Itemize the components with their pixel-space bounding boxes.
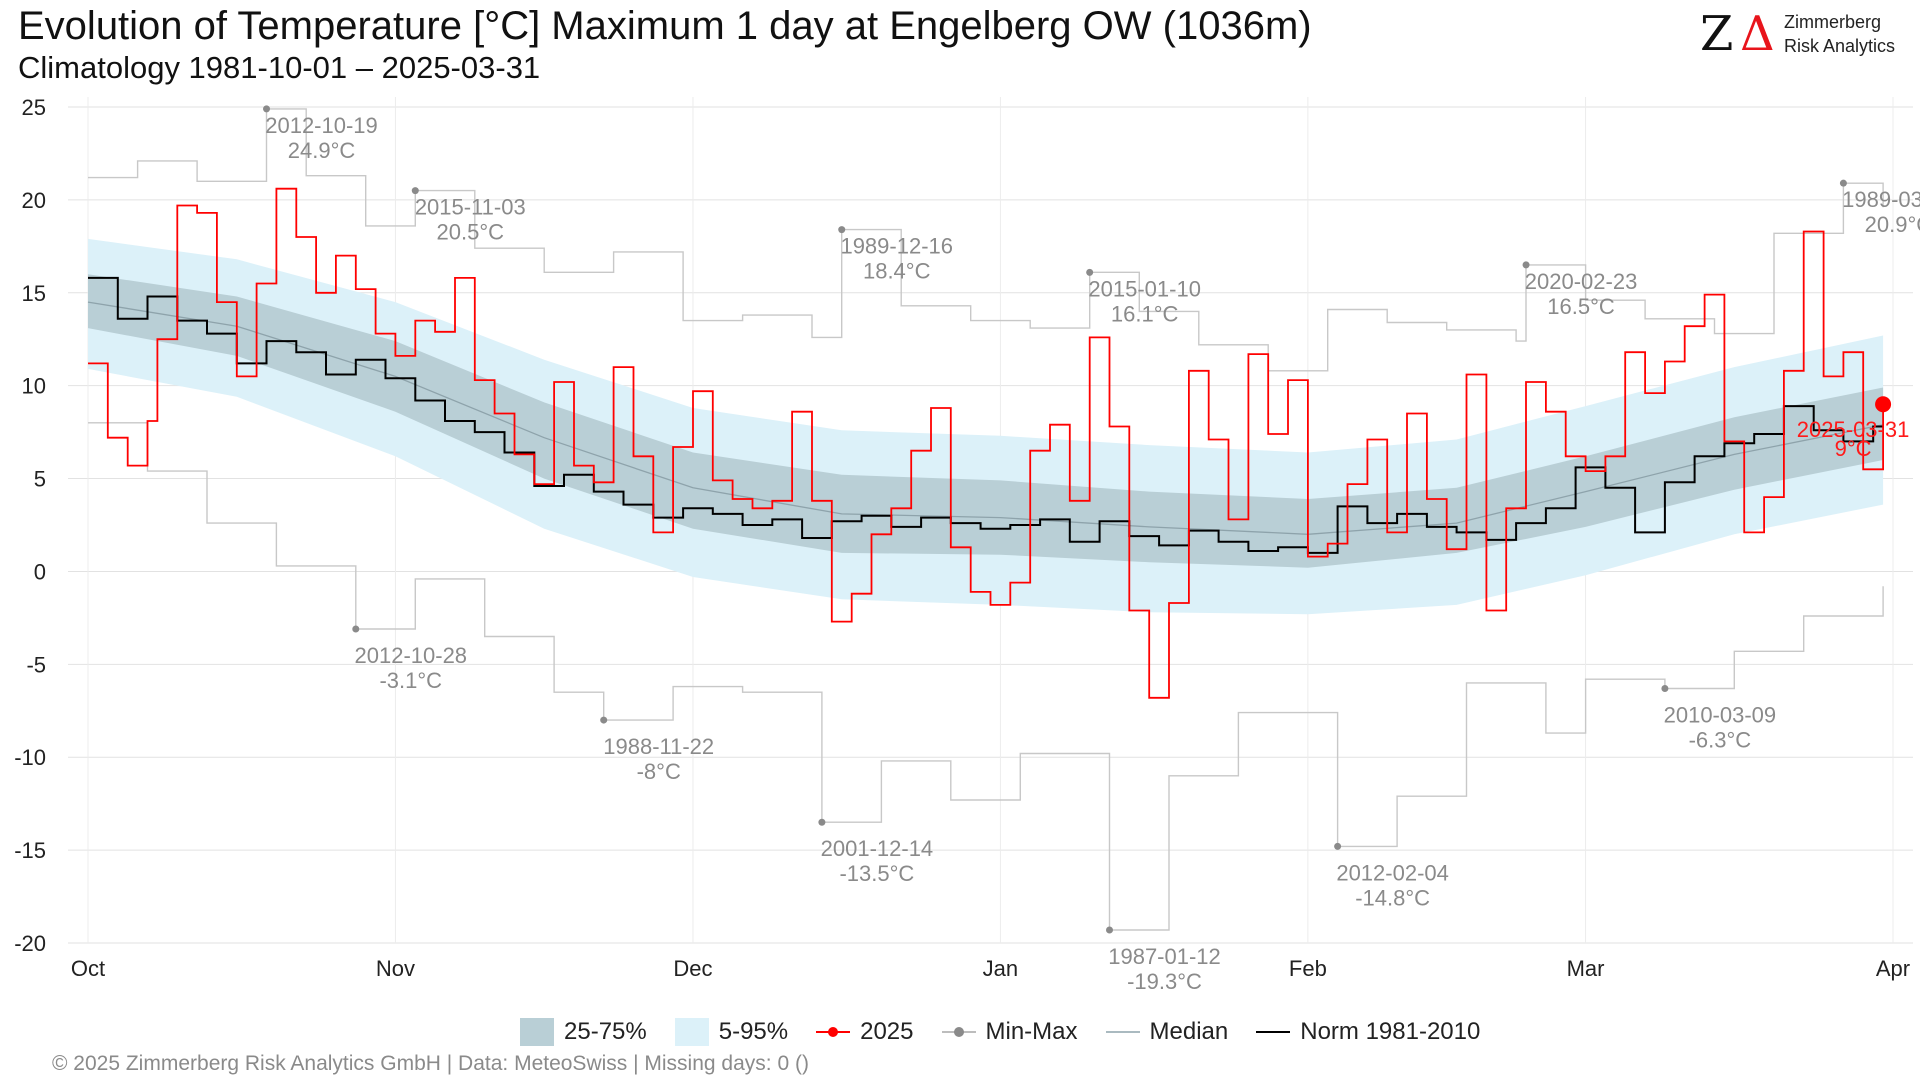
extreme-value-label: 20.9°C bbox=[1865, 212, 1920, 237]
extreme-value-label: 16.5°C bbox=[1547, 294, 1615, 319]
legend-label: Min-Max bbox=[985, 1018, 1078, 1045]
x-tick-label: Feb bbox=[1289, 956, 1327, 981]
legend-key-red-point bbox=[816, 1027, 851, 1037]
extreme-value-label: -19.3°C bbox=[1127, 969, 1202, 994]
current-date-label: 2025-03-31 bbox=[1797, 417, 1910, 442]
logo-text-line2: Risk Analytics bbox=[1784, 36, 1896, 56]
y-tick-label: -5 bbox=[26, 652, 46, 677]
extreme-point bbox=[1522, 261, 1530, 269]
extreme-value-label: 24.9°C bbox=[288, 138, 356, 163]
y-tick-label: 5 bbox=[34, 467, 46, 492]
series-max-line bbox=[88, 108, 1884, 372]
legend-label: Median bbox=[1149, 1018, 1229, 1045]
extreme-date-label: 2012-10-28 bbox=[355, 643, 468, 668]
percentile-bands bbox=[88, 238, 1884, 615]
legend-item-norm: Norm 1981-2010 bbox=[1256, 1018, 1480, 1046]
legend-item-2025: 2025 bbox=[816, 1018, 914, 1046]
extreme-point bbox=[600, 716, 608, 724]
x-tick-label: Jan bbox=[983, 956, 1018, 981]
legend-label: Norm 1981-2010 bbox=[1300, 1018, 1481, 1045]
legend-key-band-dark bbox=[520, 1018, 554, 1046]
x-tick-label: Mar bbox=[1567, 956, 1605, 981]
axis-labels: -20 -15 -10 -5 0 5 10 15 20 25 Oct Nov Dec Jan Feb Mar A… bbox=[14, 95, 1910, 981]
logo-mark-z: Z bbox=[1700, 6, 1734, 62]
y-tick-label: 10 bbox=[22, 374, 46, 399]
legend-label: 5-95% bbox=[718, 1018, 789, 1045]
footer-credits: © 2025 Zimmerberg Risk Analytics GmbH | … bbox=[52, 1052, 809, 1075]
company-logo: Z Δ Zimmerberg Risk Analytics bbox=[1700, 6, 1915, 62]
extreme-date-label: 2012-10-19 bbox=[265, 113, 378, 138]
extreme-date-label: 2010-03-09 bbox=[1664, 702, 1777, 727]
series-norm-line bbox=[88, 276, 1884, 554]
x-tick-label: Apr bbox=[1876, 956, 1910, 981]
chart-title: Evolution of Temperature [°C] Maximum 1 … bbox=[18, 4, 1312, 48]
extreme-value-label: -14.8°C bbox=[1355, 885, 1430, 910]
logo-text-line1: Zimmerberg bbox=[1784, 12, 1882, 32]
extreme-date-label: 2012-02-04 bbox=[1336, 860, 1449, 885]
legend-key-band-light bbox=[674, 1018, 709, 1046]
chart-subtitle: Climatology 1981-10-01 – 2025-03-31 bbox=[18, 50, 541, 85]
legend-item-5-95: 5-95% bbox=[674, 1018, 789, 1046]
y-tick-label: 15 bbox=[22, 281, 46, 306]
extreme-date-label: 2001-12-14 bbox=[821, 836, 934, 861]
x-tick-label: Oct bbox=[71, 956, 105, 981]
extreme-value-label: 18.4°C bbox=[863, 259, 931, 284]
extreme-date-label: 2015-01-10 bbox=[1088, 276, 1201, 301]
extreme-point bbox=[1086, 268, 1094, 276]
series-min-line bbox=[88, 422, 1884, 931]
extreme-date-label: 1989-03-27 bbox=[1842, 187, 1920, 212]
series-2025-line bbox=[88, 187, 1884, 699]
extreme-point bbox=[411, 187, 419, 195]
extreme-point bbox=[1839, 179, 1847, 187]
extreme-point bbox=[818, 818, 826, 826]
y-tick-label: 25 bbox=[22, 95, 46, 120]
y-tick-label: -10 bbox=[14, 745, 46, 770]
x-tick-label: Nov bbox=[376, 956, 415, 981]
current-value-label: 9°C bbox=[1835, 436, 1872, 461]
extreme-point bbox=[1334, 842, 1342, 850]
extreme-value-label: -8°C bbox=[637, 759, 681, 784]
extreme-date-label: 1989-12-16 bbox=[840, 234, 953, 259]
extreme-value-label: -3.1°C bbox=[379, 668, 442, 693]
extreme-value-label: 16.1°C bbox=[1111, 301, 1179, 326]
extreme-date-label: 1987-01-12 bbox=[1108, 944, 1221, 969]
legend-label: 2025 bbox=[860, 1018, 914, 1045]
extreme-point bbox=[1106, 926, 1114, 934]
extreme-value-label: -6.3°C bbox=[1689, 727, 1752, 752]
legend-item-min-max: Min-Max bbox=[941, 1018, 1078, 1046]
series-median-line bbox=[87, 301, 1884, 535]
legend-item-median: Median bbox=[1105, 1018, 1229, 1046]
logo-mark-delta: Δ bbox=[1740, 6, 1775, 62]
extreme-date-label: 1988-11-22 bbox=[603, 734, 714, 759]
current-point bbox=[1875, 396, 1892, 413]
extreme-value-label: 20.5°C bbox=[437, 220, 505, 245]
y-tick-label: 0 bbox=[34, 559, 46, 584]
legend-key-norm bbox=[1256, 1031, 1291, 1033]
band-25-75 bbox=[88, 274, 1884, 568]
series-lines bbox=[87, 108, 1884, 931]
extreme-value-label: -13.5°C bbox=[839, 861, 914, 886]
extreme-date-label: 2015-11-03 bbox=[415, 195, 526, 220]
extreme-point bbox=[838, 226, 846, 234]
legend-key-grey-point bbox=[941, 1027, 976, 1037]
extreme-point bbox=[263, 105, 271, 113]
extreme-date-label: 2020-02-23 bbox=[1525, 269, 1638, 294]
legend-item-25-75: 25-75% bbox=[520, 1018, 647, 1046]
extreme-point bbox=[352, 625, 360, 633]
chart-legend: 25-75% 5-95% 2025 Min-Max Median Norm 19… bbox=[520, 1016, 1508, 1048]
legend-label: 25-75% bbox=[564, 1018, 647, 1045]
extreme-point bbox=[1661, 684, 1669, 692]
y-tick-label: -20 bbox=[14, 931, 46, 956]
y-tick-label: 20 bbox=[22, 188, 46, 213]
x-tick-label: Dec bbox=[673, 956, 712, 981]
y-tick-label: -15 bbox=[14, 838, 46, 863]
legend-key-median bbox=[1105, 1031, 1140, 1033]
